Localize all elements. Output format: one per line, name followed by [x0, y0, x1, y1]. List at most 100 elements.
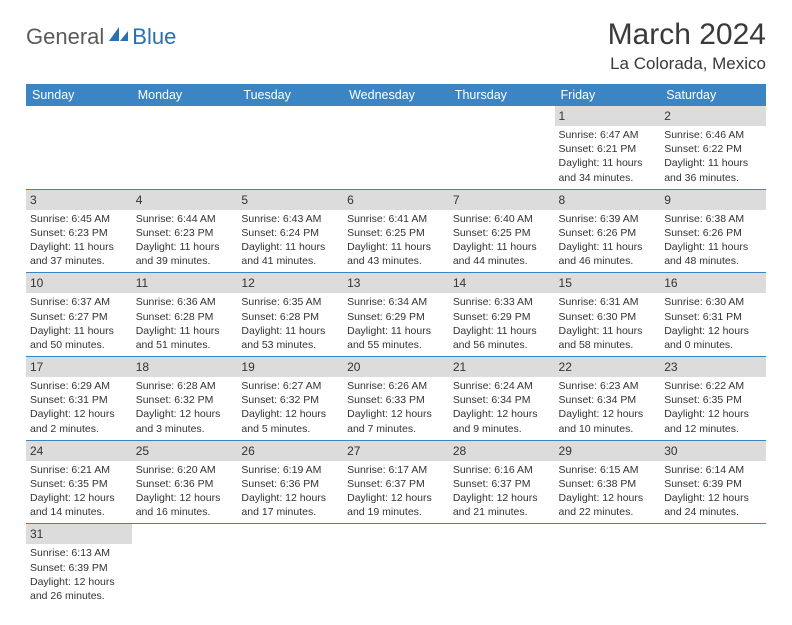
calendar-cell: 12 Sunrise: 6:35 AMSunset: 6:28 PMDayligh…: [237, 273, 343, 357]
daylight-text: Daylight: 11 hours and 56 minutes.: [453, 324, 551, 352]
day-info: Sunrise: 6:15 AMSunset: 6:38 PMDaylight:…: [559, 463, 657, 520]
dayhead-tue: Tuesday: [237, 84, 343, 106]
day-number: 12: [241, 276, 254, 290]
daylight-text: Daylight: 12 hours and 24 minutes.: [664, 491, 762, 519]
day-number: 16: [664, 276, 677, 290]
sunrise-text: Sunrise: 6:31 AM: [559, 295, 657, 309]
day-info: Sunrise: 6:26 AMSunset: 6:33 PMDaylight:…: [347, 379, 445, 436]
daylight-text: Daylight: 11 hours and 51 minutes.: [136, 324, 234, 352]
calendar-cell: [555, 524, 661, 607]
daylight-text: Daylight: 11 hours and 53 minutes.: [241, 324, 339, 352]
day-info: Sunrise: 6:35 AMSunset: 6:28 PMDaylight:…: [241, 295, 339, 352]
sunrise-text: Sunrise: 6:43 AM: [241, 212, 339, 226]
calendar-cell: 23Sunrise: 6:22 AMSunset: 6:35 PMDayligh…: [660, 357, 766, 441]
calendar-row: 17Sunrise: 6:29 AMSunset: 6:31 PMDayligh…: [26, 357, 766, 441]
day-info: Sunrise: 6:37 AMSunset: 6:27 PMDaylight:…: [30, 295, 128, 352]
calendar-page: General Blue March 2024 La Colorada, Mex…: [0, 0, 792, 625]
sunset-text: Sunset: 6:23 PM: [30, 226, 128, 240]
logo: General Blue: [26, 24, 176, 50]
day-number: 21: [453, 360, 466, 374]
daynum-row: 8: [555, 190, 661, 210]
daylight-text: Daylight: 11 hours and 44 minutes.: [453, 240, 551, 268]
sunset-text: Sunset: 6:31 PM: [30, 393, 128, 407]
daylight-text: Daylight: 11 hours and 43 minutes.: [347, 240, 445, 268]
calendar-cell: 4 Sunrise: 6:44 AMSunset: 6:23 PMDaylight…: [132, 189, 238, 273]
sunrise-text: Sunrise: 6:17 AM: [347, 463, 445, 477]
sunset-text: Sunset: 6:25 PM: [347, 226, 445, 240]
calendar-cell: 8Sunrise: 6:39 AMSunset: 6:26 PMDaylight…: [555, 189, 661, 273]
sunset-text: Sunset: 6:28 PM: [241, 310, 339, 324]
day-number: 29: [559, 444, 572, 458]
calendar-cell: 18Sunrise: 6:28 AMSunset: 6:32 PMDayligh…: [132, 357, 238, 441]
location: La Colorada, Mexico: [608, 54, 766, 74]
day-number: 28: [453, 444, 466, 458]
daylight-text: Daylight: 11 hours and 37 minutes.: [30, 240, 128, 268]
dayhead-fri: Friday: [555, 84, 661, 106]
calendar-body: 1Sunrise: 6:47 AMSunset: 6:21 PMDaylight…: [26, 106, 766, 607]
dayhead-sat: Saturday: [660, 84, 766, 106]
daylight-text: Daylight: 11 hours and 39 minutes.: [136, 240, 234, 268]
day-info: Sunrise: 6:41 AMSunset: 6:25 PMDaylight:…: [347, 212, 445, 269]
sunset-text: Sunset: 6:35 PM: [664, 393, 762, 407]
sunrise-text: Sunrise: 6:20 AM: [136, 463, 234, 477]
day-info: Sunrise: 6:20 AMSunset: 6:36 PMDaylight:…: [136, 463, 234, 520]
day-number: 23: [664, 360, 677, 374]
daylight-text: Daylight: 11 hours and 36 minutes.: [664, 156, 762, 184]
calendar-cell: 15Sunrise: 6:31 AMSunset: 6:30 PMDayligh…: [555, 273, 661, 357]
sunrise-text: Sunrise: 6:21 AM: [30, 463, 128, 477]
sunset-text: Sunset: 6:28 PM: [136, 310, 234, 324]
calendar-cell: 25Sunrise: 6:20 AMSunset: 6:36 PMDayligh…: [132, 440, 238, 524]
daylight-text: Daylight: 12 hours and 2 minutes.: [30, 407, 128, 435]
sunset-text: Sunset: 6:29 PM: [453, 310, 551, 324]
sunrise-text: Sunrise: 6:26 AM: [347, 379, 445, 393]
sunrise-text: Sunrise: 6:28 AM: [136, 379, 234, 393]
day-number: 8: [559, 193, 566, 207]
calendar-cell: 20 Sunrise: 6:26 AMSunset: 6:33 PMDayligh…: [343, 357, 449, 441]
daylight-text: Daylight: 12 hours and 9 minutes.: [453, 407, 551, 435]
calendar-row: 3Sunrise: 6:45 AMSunset: 6:23 PMDaylight…: [26, 189, 766, 273]
title-block: March 2024 La Colorada, Mexico: [608, 18, 766, 74]
daylight-text: Daylight: 11 hours and 50 minutes.: [30, 324, 128, 352]
day-info: Sunrise: 6:31 AMSunset: 6:30 PMDaylight:…: [559, 295, 657, 352]
daylight-text: Daylight: 12 hours and 14 minutes.: [30, 491, 128, 519]
sunset-text: Sunset: 6:37 PM: [347, 477, 445, 491]
calendar-cell: 29 Sunrise: 6:15 AMSunset: 6:38 PMDayligh…: [555, 440, 661, 524]
calendar-cell: 3Sunrise: 6:45 AMSunset: 6:23 PMDaylight…: [26, 189, 132, 273]
dayname-row: Sunday Monday Tuesday Wednesday Thursday…: [26, 84, 766, 106]
day-info: Sunrise: 6:17 AMSunset: 6:37 PMDaylight:…: [347, 463, 445, 520]
sunset-text: Sunset: 6:32 PM: [136, 393, 234, 407]
day-number: 18: [136, 360, 149, 374]
sunrise-text: Sunrise: 6:33 AM: [453, 295, 551, 309]
sunrise-text: Sunrise: 6:29 AM: [30, 379, 128, 393]
day-number: 20: [347, 360, 360, 374]
daynum-row: 10: [26, 273, 132, 293]
sunrise-text: Sunrise: 6:19 AM: [241, 463, 339, 477]
calendar-cell: [132, 106, 238, 189]
day-number: 3: [30, 193, 37, 207]
daynum-row: 15: [555, 273, 661, 293]
daylight-text: Daylight: 12 hours and 10 minutes.: [559, 407, 657, 435]
daylight-text: Daylight: 12 hours and 17 minutes.: [241, 491, 339, 519]
daylight-text: Daylight: 12 hours and 22 minutes.: [559, 491, 657, 519]
calendar-cell: 10Sunrise: 6:37 AMSunset: 6:27 PMDayligh…: [26, 273, 132, 357]
sunset-text: Sunset: 6:30 PM: [559, 310, 657, 324]
sunset-text: Sunset: 6:21 PM: [559, 142, 657, 156]
calendar-cell: 16Sunrise: 6:30 AMSunset: 6:31 PMDayligh…: [660, 273, 766, 357]
day-number: 13: [347, 276, 360, 290]
daynum-row: 14: [449, 273, 555, 293]
sunrise-text: Sunrise: 6:34 AM: [347, 295, 445, 309]
calendar-cell: [449, 106, 555, 189]
day-number: 4: [136, 193, 143, 207]
day-info: Sunrise: 6:44 AMSunset: 6:23 PMDaylight:…: [136, 212, 234, 269]
day-number: 2: [664, 109, 671, 123]
calendar-cell: [660, 524, 766, 607]
daylight-text: Daylight: 11 hours and 41 minutes.: [241, 240, 339, 268]
daynum-row: 18: [132, 357, 238, 377]
day-number: 7: [453, 193, 460, 207]
sunrise-text: Sunrise: 6:40 AM: [453, 212, 551, 226]
sunset-text: Sunset: 6:39 PM: [664, 477, 762, 491]
calendar-cell: 22Sunrise: 6:23 AMSunset: 6:34 PMDayligh…: [555, 357, 661, 441]
calendar-row: 24Sunrise: 6:21 AMSunset: 6:35 PMDayligh…: [26, 440, 766, 524]
calendar-cell: 31Sunrise: 6:13 AMSunset: 6:39 PMDayligh…: [26, 524, 132, 607]
calendar-cell: 6Sunrise: 6:41 AMSunset: 6:25 PMDaylight…: [343, 189, 449, 273]
